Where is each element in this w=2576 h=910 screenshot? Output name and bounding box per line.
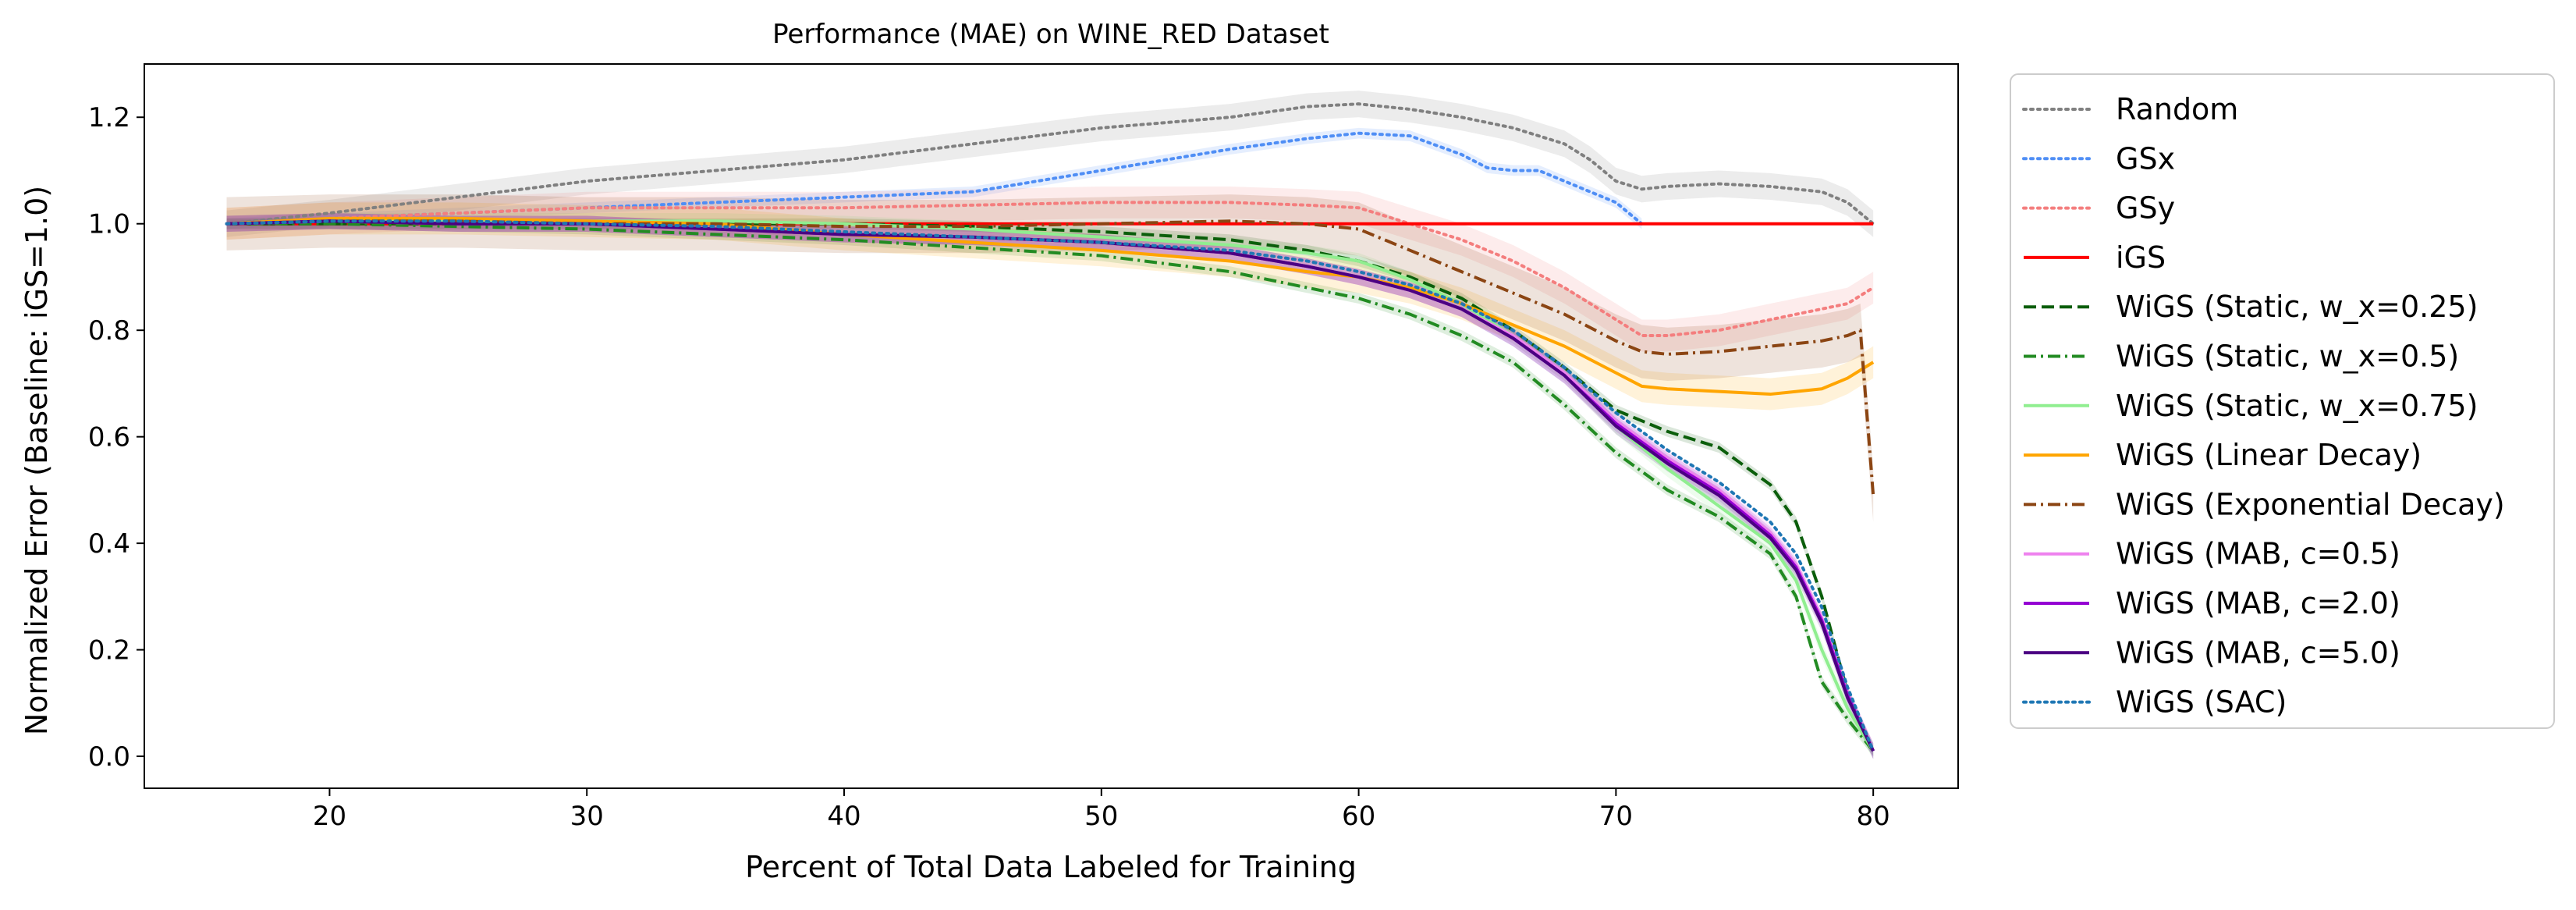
legend-label-random: Random [2116,92,2238,126]
x-axis-label: Percent of Total Data Labeled for Traini… [745,850,1357,884]
series-line-random [225,102,1875,226]
series-line-wigs-mab-c-0-5 [226,219,1875,752]
legend-label-wigs-sac: WiGS (SAC) [2116,685,2287,720]
x-tick-label: 30 [570,801,604,832]
plot-frame [144,63,1959,789]
y-axis-label: Normalized Error (Baseline: iGS=1.0) [20,186,54,735]
series-line-wigs-static-w-x-0-25 [226,222,1875,752]
legend: Random GSx GSy iGS WiGS (Static, w_x=0.25) Wi… [2010,73,2555,729]
band-wigs-mab-c-2-0 [226,213,1874,759]
legend-box [2010,73,2555,729]
band-wigs-static-w-x-0-25 [226,218,1874,757]
y-tick-label: 0.4 [88,528,130,560]
legend-label-wigs-static-w-x-0-25: WiGS (Static, w_x=0.25) [2116,290,2478,324]
x-tick-label: 20 [313,801,346,832]
legend-label-igs: iGS [2116,240,2166,275]
band-wigs-mab-c-5-0 [226,213,1874,759]
legend-label-wigs-mab-c-2-0: WiGS (MAB, c=2.0) [2116,586,2400,620]
legend-label-wigs-mab-c-5-0: WiGS (MAB, c=5.0) [2116,635,2400,670]
band-random [226,91,1874,237]
series-line-wigs-mab-c-2-0 [226,219,1875,752]
y-tick-label: 0.0 [88,741,130,773]
x-tick-label: 40 [827,801,860,832]
band-wigs-exponential-decay [226,194,1874,522]
legend-label-wigs-static-w-x-0-75: WiGS (Static, w_x=0.75) [2116,389,2478,423]
y-tick-label: 0.2 [88,635,130,667]
legend-label-wigs-linear-decay: WiGS (Linear Decay) [2116,438,2422,472]
band-gsy [226,186,1874,352]
legend-label-wigs-mab-c-0-5: WiGS (MAB, c=0.5) [2116,537,2400,571]
x-tick-label: 60 [1342,801,1375,832]
y-tick-label: 1.0 [88,209,130,240]
series-lines [225,102,1875,753]
series-line-wigs-static-w-x-0-5 [226,222,1875,752]
x-tick-label: 80 [1857,801,1890,832]
legend-label-gsy: GSy [2116,191,2175,226]
series-line-wigs-sac [225,219,1875,753]
band-wigs-static-w-x-0-75 [226,213,1874,759]
series-line-wigs-exponential-decay [226,219,1875,496]
x-tick-label: 50 [1084,801,1118,832]
y-tick-label: 0.6 [88,422,130,453]
series-line-wigs-static-w-x-0-75 [226,219,1875,752]
y-axis-ticks: 0.0 0.2 0.4 0.6 0.8 1.0 1.2 [88,102,144,773]
y-tick-label: 0.8 [88,315,130,347]
band-wigs-static-w-x-0-5 [226,218,1874,757]
series-line-wigs-mab-c-5-0 [226,219,1875,752]
legend-label-wigs-exponential-decay: WiGS (Exponential Decay) [2116,487,2505,521]
band-wigs-mab-c-0-5 [226,213,1874,759]
legend-label-wigs-static-w-x-0-5: WiGS (Static, w_x=0.5) [2116,339,2459,374]
chart-title: Performance (MAE) on WINE_RED Dataset [772,19,1329,50]
y-tick-label: 1.2 [88,102,130,133]
x-tick-label: 70 [1599,801,1633,832]
band-gsx [226,127,1642,229]
confidence-bands [226,91,1874,759]
legend-label-gsx: GSx [2116,141,2175,176]
x-axis-ticks: 20 30 40 50 60 70 80 [313,788,1890,832]
